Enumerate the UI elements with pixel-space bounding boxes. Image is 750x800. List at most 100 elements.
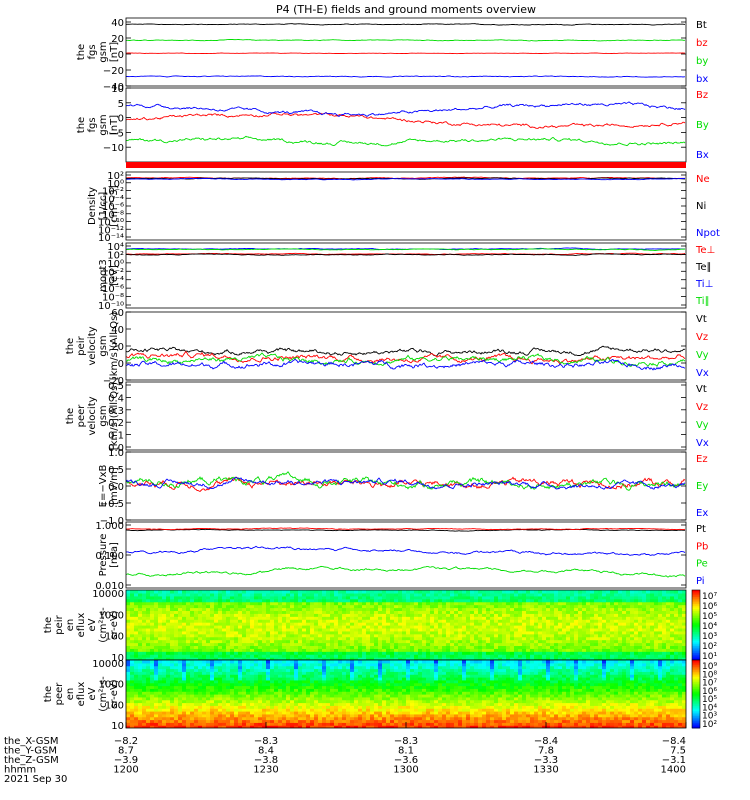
heatmap-cell: [134, 604, 139, 609]
heatmap-cell: [598, 601, 603, 606]
heatmap-cell: [362, 657, 367, 660]
heatmap-cell: [134, 677, 139, 681]
heatmap-cell: [202, 685, 207, 689]
heatmap-cell: [518, 616, 523, 620]
heatmap-cell: [286, 708, 291, 712]
heatmap-cell: [370, 636, 375, 641]
heatmap-cell: [386, 636, 391, 641]
heatmap-cell: [342, 625, 347, 629]
heatmap-cell: [410, 616, 415, 620]
heatmap-cell: [374, 619, 379, 623]
heatmap-cell: [354, 642, 359, 647]
heatmap-cell: [278, 642, 283, 647]
heatmap-cell: [522, 607, 527, 612]
heatmap-cell: [334, 598, 339, 603]
heatmap-cell: [210, 595, 215, 600]
heatmap-cell: [150, 648, 155, 652]
heatmap-cell: [278, 657, 283, 660]
heatmap-cell: [162, 660, 167, 664]
heatmap-cell: [454, 642, 459, 647]
heatmap-cell: [202, 592, 207, 597]
heatmap-cell: [254, 627, 259, 632]
heatmap-cell: [302, 719, 307, 723]
heatmap-cell: [170, 682, 175, 687]
ylabel-efield-1: [mV/m]: [109, 467, 120, 505]
heatmap-cell: [234, 639, 239, 644]
heatmap-cell: [562, 595, 567, 600]
heatmap-cell: [198, 622, 203, 626]
heatmap-cell: [298, 627, 303, 632]
heatmap-cell: [510, 636, 515, 641]
heatmap-cell: [462, 598, 467, 603]
heatmap-cell: [178, 633, 183, 638]
heatmap-cell: [558, 633, 563, 638]
heatmap-cell: [234, 645, 239, 649]
heatmap-cell: [170, 696, 175, 701]
heatmap-cell: [134, 616, 139, 620]
heatmap-cell: [570, 610, 575, 614]
heatmap-cell: [538, 604, 543, 609]
heatmap-cell: [226, 598, 231, 603]
heatmap-cell: [646, 657, 651, 660]
heatmap-cell: [422, 598, 427, 603]
heatmap-cell: [178, 642, 183, 647]
heatmap-cell: [254, 719, 259, 723]
heatmap-cell: [530, 633, 535, 638]
heatmap-cell: [658, 648, 663, 652]
heatmap-cell: [306, 630, 311, 635]
heatmap-cell: [422, 625, 427, 629]
heatmap-cell: [498, 657, 503, 660]
heatmap-cell: [254, 601, 259, 606]
heatmap-cell: [218, 639, 223, 644]
heatmap-cell: [382, 648, 387, 652]
heatmap-cell: [194, 592, 199, 597]
heatmap-cell: [410, 642, 415, 647]
heatmap-cell: [374, 625, 379, 629]
heatmap-cell: [490, 592, 495, 597]
heatmap-cell: [318, 702, 323, 706]
heatmap-cell: [354, 657, 359, 660]
heatmap-cell: [242, 598, 247, 603]
heatmap-cell: [202, 674, 207, 678]
heatmap-cell: [530, 636, 535, 641]
heatmap-cell: [150, 625, 155, 629]
heatmap-cell: [246, 616, 251, 620]
heatmap-cell: [658, 610, 663, 614]
heatmap-cell: [166, 651, 171, 655]
heatmap-cell: [254, 633, 259, 638]
heatmap-cell: [542, 654, 547, 658]
heatmap-cell: [470, 645, 475, 649]
panel-frame: [125, 311, 687, 381]
colorbar-tick: 10³: [702, 632, 717, 642]
heatmap-cell: [222, 719, 227, 723]
heatmap-cell: [338, 616, 343, 620]
heatmap-cell: [202, 625, 207, 629]
heatmap-cell: [658, 654, 663, 658]
colorbar-swatch: [692, 656, 700, 659]
heatmap-cell: [178, 592, 183, 597]
heatmap-cell: [570, 639, 575, 644]
heatmap-cell: [242, 688, 247, 692]
ylabel-fgs_gsm-2: gsm: [98, 114, 109, 135]
heatmap-cell: [306, 711, 311, 715]
heatmap-cell: [458, 607, 463, 612]
heatmap-cell: [586, 633, 591, 638]
heatmap-cell: [246, 639, 251, 644]
heatmap-cell: [530, 630, 535, 635]
heatmap-cell: [246, 627, 251, 632]
heatmap-cell: [154, 705, 159, 709]
colorbar-swatch: [692, 616, 700, 619]
heatmap-cell: [242, 662, 247, 667]
heatmap-cell: [170, 694, 175, 698]
heatmap-cell: [646, 622, 651, 626]
heatmap-cell: [670, 604, 675, 609]
heatmap-cell: [470, 630, 475, 635]
heatmap-cell: [546, 595, 551, 600]
heatmap-cell: [190, 630, 195, 635]
heatmap-cell: [378, 604, 383, 609]
heatmap-cell: [142, 662, 147, 667]
heatmap-cell: [246, 633, 251, 638]
heatmap-cell: [134, 633, 139, 638]
heatmap-cell: [258, 636, 263, 641]
heatmap-cell: [270, 705, 275, 709]
